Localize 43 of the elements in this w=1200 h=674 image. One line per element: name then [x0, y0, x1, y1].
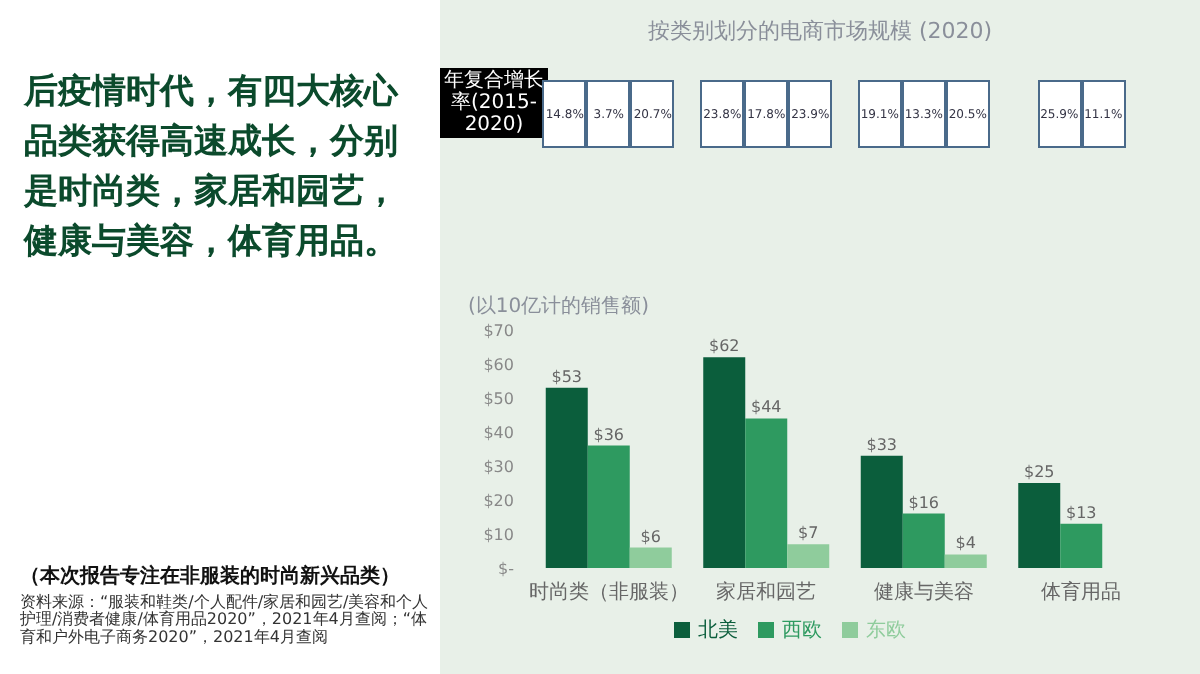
data-label: $33	[866, 435, 898, 454]
x-tick-label: 体育用品	[1041, 580, 1122, 605]
legend-label: 东欧	[866, 620, 906, 642]
data-label: $6	[640, 527, 661, 546]
data-label: $25	[1023, 463, 1055, 481]
y-tick-label: $70	[483, 321, 514, 340]
data-label: $16	[908, 493, 940, 512]
y-tick-label: $-	[498, 559, 515, 578]
y-tick-label: $20	[483, 491, 514, 510]
y-tick-label: $30	[483, 457, 514, 476]
bar	[587, 445, 630, 568]
chart-title: 按类别划分的电商市场规模 (2020)	[645, 16, 995, 46]
bar	[629, 547, 672, 568]
bar	[1018, 483, 1061, 568]
y-tick-label: $40	[483, 423, 514, 442]
bar	[745, 418, 788, 568]
x-tick-label: 时尚类（非服装）	[528, 580, 689, 605]
bar	[1060, 523, 1103, 568]
bar	[944, 554, 987, 568]
bar	[787, 544, 830, 568]
data-label: $62	[708, 337, 740, 356]
bar	[902, 513, 945, 568]
data-label: $36	[593, 425, 625, 444]
bar	[860, 455, 903, 568]
data-label: $13	[1065, 503, 1097, 522]
y-axis-title: (以10亿计的销售额)	[468, 293, 650, 320]
data-label: $53	[551, 367, 583, 386]
y-tick-label: $60	[483, 355, 514, 374]
bar	[703, 357, 746, 568]
text: （本次报告专注在非服装的时尚新兴品类）	[20, 562, 402, 590]
x-tick-label: 健康与美容	[873, 580, 974, 605]
text: 资料来源：“服装和鞋类/个人配件/家居和园艺/美容和个人护理/消费者健康/体育用品2020”，2021年4月查阅；“体育和户外电子商务2020”，2021年4月查阅	[20, 594, 430, 647]
legend-label: 西欧	[782, 620, 822, 642]
x-tick-label: 家居和园艺	[716, 580, 817, 605]
y-tick-label: $50	[483, 389, 514, 408]
data-label: $44	[750, 398, 782, 417]
bar	[545, 387, 588, 568]
data-label: $7	[798, 524, 819, 543]
text: 后疫情时代，有四大核心品类获得高速成长，分别是时尚类，家居和园艺，健康与美容，体育用品。	[24, 70, 401, 266]
data-label: $4	[955, 534, 976, 553]
y-tick-label: $10	[483, 525, 514, 544]
legend-label: 北美	[698, 620, 738, 642]
text: 年复合增长率(2015-2020)	[440, 68, 548, 138]
